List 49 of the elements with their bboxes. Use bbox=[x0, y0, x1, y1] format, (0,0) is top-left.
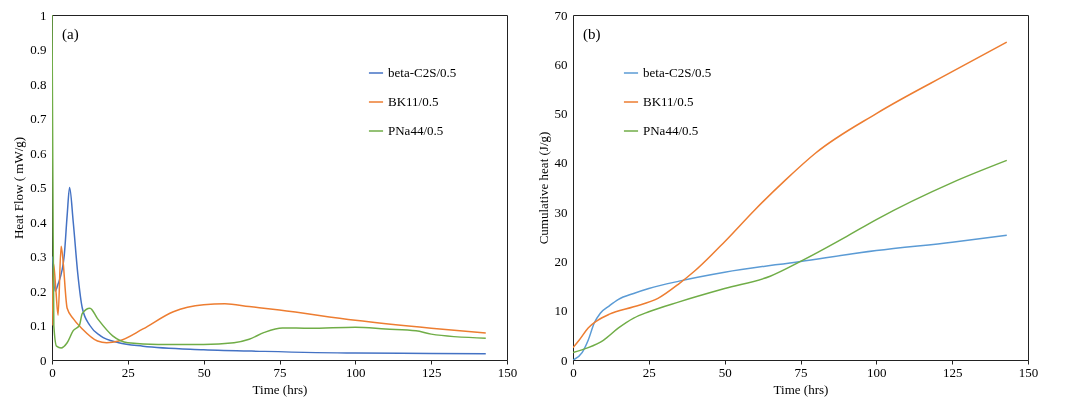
legend-label: beta-C2S/0.5 bbox=[643, 65, 712, 80]
x-axis-title: Time (hrs) bbox=[773, 381, 829, 397]
y-tick-label: 0.5 bbox=[30, 180, 47, 195]
y-tick-label: 0.2 bbox=[30, 283, 47, 299]
x-tick-label: 125 bbox=[942, 364, 963, 380]
x-tick-label: 75 bbox=[273, 364, 287, 380]
legend-label: BK11/0.5 bbox=[388, 94, 439, 109]
annotation: (a) bbox=[62, 26, 79, 43]
y-axis-title: Heat Flow ( mW/g) bbox=[11, 136, 27, 240]
x-tick-label: 75 bbox=[794, 364, 808, 380]
y-tick-label: 50 bbox=[554, 106, 568, 122]
annotation: (b) bbox=[583, 26, 601, 43]
y-tick-label: 0 bbox=[40, 352, 47, 368]
y-tick-label: 0.3 bbox=[30, 249, 47, 264]
y-tick-label: 0.4 bbox=[30, 214, 47, 230]
y-tick-label: 30 bbox=[554, 204, 568, 220]
x-tick-label: 50 bbox=[197, 364, 211, 380]
line-series bbox=[573, 41, 1008, 349]
x-tick-label: 125 bbox=[421, 364, 442, 380]
line-series bbox=[573, 159, 1008, 354]
y-tick-label: 0.6 bbox=[30, 145, 47, 161]
y-axis-title: Cumulative heat (J/g) bbox=[535, 131, 551, 245]
x-axis-title: Time (hrs) bbox=[252, 381, 308, 397]
y-tick-label: 0.8 bbox=[30, 76, 47, 92]
y-tick-label: 40 bbox=[554, 155, 568, 171]
y-tick-label: 20 bbox=[554, 253, 568, 269]
x-tick-label: 50 bbox=[718, 364, 732, 380]
y-tick-label: 60 bbox=[554, 56, 568, 72]
y-tick-label: 0.1 bbox=[30, 318, 47, 333]
x-tick-label: 25 bbox=[642, 364, 656, 380]
y-tick-label: 10 bbox=[554, 303, 568, 319]
x-tick-label: 100 bbox=[346, 364, 366, 380]
y-tick-label: 0 bbox=[561, 352, 568, 368]
line-series bbox=[52, 15, 487, 349]
y-tick-label: 70 bbox=[554, 7, 568, 23]
x-tick-label: 150 bbox=[497, 364, 518, 380]
line-series bbox=[52, 186, 487, 355]
y-tick-label: 0.9 bbox=[30, 42, 47, 57]
legend-label: PNa44/0.5 bbox=[388, 123, 444, 138]
legend-label: beta-C2S/0.5 bbox=[388, 65, 457, 80]
y-tick-label: 1 bbox=[40, 7, 47, 23]
x-tick-label: 100 bbox=[867, 364, 887, 380]
x-tick-label: 25 bbox=[121, 364, 135, 380]
line-series bbox=[573, 234, 1008, 360]
y-tick-label: 0.7 bbox=[30, 111, 47, 126]
x-tick-label: 150 bbox=[1018, 364, 1039, 380]
legend-label: BK11/0.5 bbox=[643, 94, 694, 109]
line-series bbox=[52, 245, 487, 344]
legend-label: PNa44/0.5 bbox=[643, 123, 699, 138]
